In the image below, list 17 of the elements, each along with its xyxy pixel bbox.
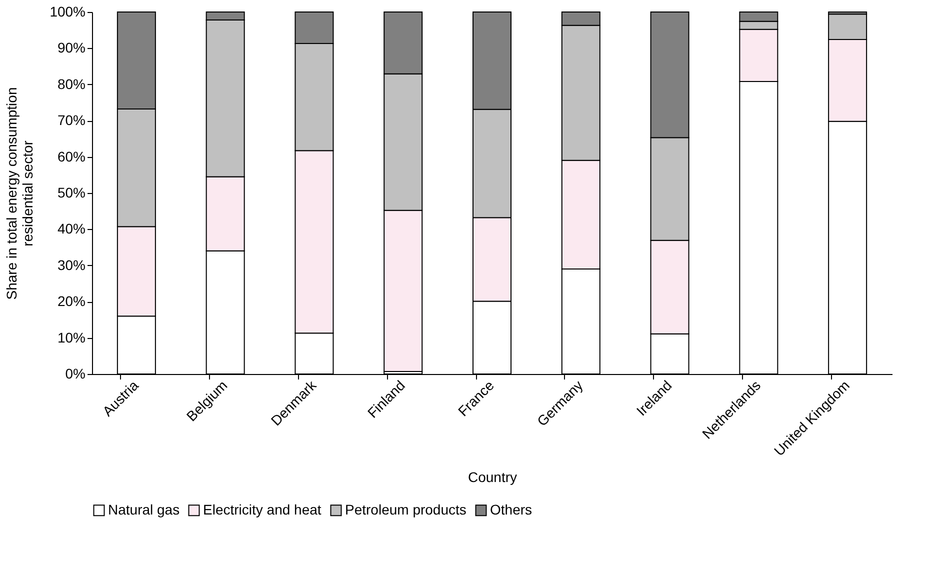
y-tick-label: 50%	[57, 184, 86, 200]
legend-label: Electricity and heat	[203, 501, 322, 518]
y-tick-label: 40%	[57, 220, 86, 237]
legend-label: Others	[490, 501, 532, 518]
y-axis-title: Share in total energy consumption residential sector	[4, 87, 36, 300]
y-tick-label: 60%	[57, 148, 86, 164]
y-tick-label: 70%	[57, 112, 86, 128]
y-tick-label: 80%	[57, 76, 86, 92]
y-tick-label: 100%	[50, 4, 86, 20]
legend-label: Petroleum products	[345, 501, 466, 518]
legend-label: Natural gas	[108, 501, 180, 518]
x-axis-title: Country	[468, 468, 518, 485]
y-tick-label: 10%	[57, 329, 86, 346]
y-tick-label: 0%	[65, 366, 86, 382]
y-tick-label: 30%	[57, 256, 86, 273]
y-tick-label: 90%	[57, 40, 86, 56]
y-tick-label: 20%	[57, 293, 86, 310]
